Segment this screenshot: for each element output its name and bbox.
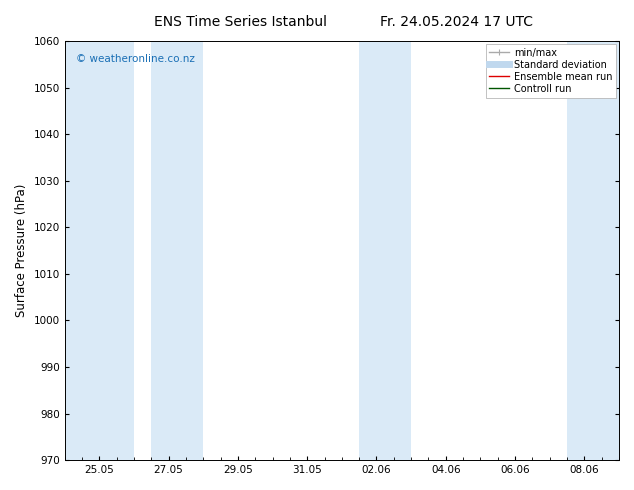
Text: ENS Time Series Istanbul: ENS Time Series Istanbul (155, 15, 327, 29)
Text: © weatheronline.co.nz: © weatheronline.co.nz (75, 53, 195, 64)
Bar (152, 41, 204, 460)
Bar (359, 41, 411, 460)
Bar (65, 41, 134, 460)
Text: Fr. 24.05.2024 17 UTC: Fr. 24.05.2024 17 UTC (380, 15, 533, 29)
Bar (567, 41, 619, 460)
Legend: min/max, Standard deviation, Ensemble mean run, Controll run: min/max, Standard deviation, Ensemble me… (486, 44, 616, 98)
Y-axis label: Surface Pressure (hPa): Surface Pressure (hPa) (15, 184, 28, 318)
